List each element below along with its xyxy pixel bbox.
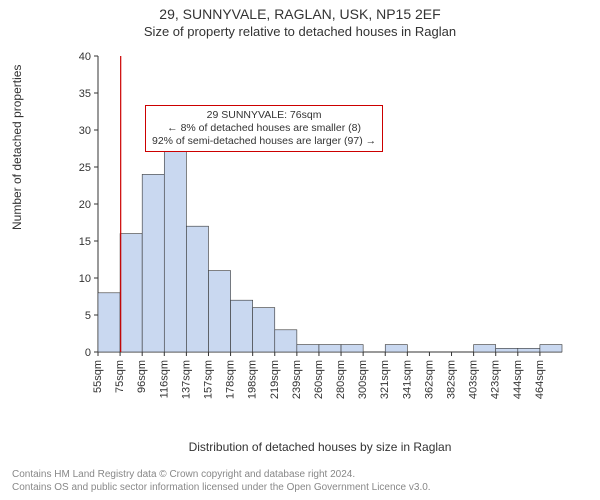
svg-text:423sqm: 423sqm: [490, 360, 502, 399]
svg-text:20: 20: [79, 199, 91, 211]
title-line-1: 29, SUNNYVALE, RAGLAN, USK, NP15 2EF: [0, 6, 600, 22]
attribution-footer: Contains HM Land Registry data © Crown c…: [12, 468, 588, 494]
footer-line-1: Contains HM Land Registry data © Crown c…: [12, 468, 588, 481]
svg-text:178sqm: 178sqm: [225, 360, 237, 399]
svg-text:260sqm: 260sqm: [313, 360, 325, 399]
svg-text:30: 30: [79, 125, 91, 137]
svg-text:219sqm: 219sqm: [269, 360, 281, 399]
footer-line-2: Contains OS and public sector informatio…: [12, 481, 588, 494]
property-annotation-box: 29 SUNNYVALE: 76sqm ← 8% of detached hou…: [145, 105, 383, 152]
svg-text:75sqm: 75sqm: [114, 360, 126, 393]
chart-area: 0 5 10 15 20 25 30 35 40 55sqm 75sqm 96sqm 116sqm 137…: [70, 50, 570, 410]
svg-text:403sqm: 403sqm: [468, 360, 480, 399]
svg-text:40: 40: [79, 51, 91, 63]
svg-text:137sqm: 137sqm: [180, 360, 192, 399]
svg-text:321sqm: 321sqm: [379, 360, 391, 399]
svg-text:280sqm: 280sqm: [335, 360, 347, 399]
svg-text:300sqm: 300sqm: [357, 360, 369, 399]
y-axis-label: Number of detached properties: [10, 65, 24, 230]
svg-text:362sqm: 362sqm: [423, 360, 435, 399]
chart-title-block: 29, SUNNYVALE, RAGLAN, USK, NP15 2EF Siz…: [0, 0, 600, 39]
title-line-2: Size of property relative to detached ho…: [0, 24, 600, 39]
svg-text:0: 0: [85, 347, 91, 359]
annotation-line-1: 29 SUNNYVALE: 76sqm: [152, 109, 376, 122]
svg-text:25: 25: [79, 162, 91, 174]
svg-text:35: 35: [79, 88, 91, 100]
svg-text:382sqm: 382sqm: [446, 360, 458, 399]
annotation-line-2: ← 8% of detached houses are smaller (8): [152, 122, 376, 135]
svg-text:444sqm: 444sqm: [512, 360, 524, 399]
svg-text:10: 10: [79, 273, 91, 285]
svg-text:15: 15: [79, 236, 91, 248]
svg-text:5: 5: [85, 310, 91, 322]
svg-text:464sqm: 464sqm: [534, 360, 546, 399]
svg-text:239sqm: 239sqm: [291, 360, 303, 399]
svg-text:96sqm: 96sqm: [136, 360, 148, 393]
x-axis-label: Distribution of detached houses by size …: [70, 440, 570, 454]
histogram-plot: 0 5 10 15 20 25 30 35 40 55sqm 75sqm 96sqm 116sqm 137…: [70, 50, 570, 410]
svg-text:116sqm: 116sqm: [158, 360, 170, 398]
svg-text:198sqm: 198sqm: [247, 360, 259, 399]
svg-text:157sqm: 157sqm: [202, 360, 214, 399]
svg-text:341sqm: 341sqm: [401, 360, 413, 399]
svg-text:55sqm: 55sqm: [92, 360, 104, 393]
annotation-line-3: 92% of semi-detached houses are larger (…: [152, 135, 376, 148]
